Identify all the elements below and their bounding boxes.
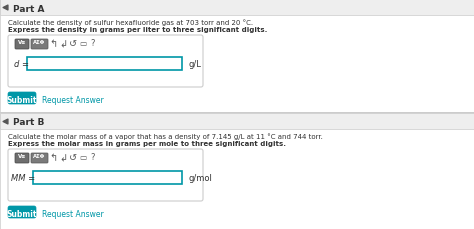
Point bbox=[2, 6, 9, 10]
Text: Part B: Part B bbox=[13, 117, 45, 126]
Bar bbox=[0, 0, 474, 112]
Text: ▭: ▭ bbox=[79, 39, 87, 48]
Text: Calculate the molar mass of a vapor that has a density of 7.145 g/L at 11 °C and: Calculate the molar mass of a vapor that… bbox=[8, 132, 323, 139]
FancyBboxPatch shape bbox=[8, 149, 203, 201]
Text: Part A: Part A bbox=[13, 5, 45, 14]
Text: Express the density in grams per liter to three significant digits.: Express the density in grams per liter t… bbox=[8, 27, 267, 33]
Text: ↲: ↲ bbox=[59, 152, 67, 162]
FancyBboxPatch shape bbox=[31, 40, 48, 50]
Bar bbox=[0, 114, 474, 229]
Bar bbox=[33, 171, 182, 184]
Text: ↺: ↺ bbox=[69, 152, 77, 162]
Text: Vα: Vα bbox=[18, 154, 26, 159]
Text: MM =: MM = bbox=[11, 173, 35, 182]
Bar bbox=[0, 114, 474, 129]
Text: Vα: Vα bbox=[18, 40, 26, 45]
Text: g/mol: g/mol bbox=[189, 173, 213, 182]
FancyBboxPatch shape bbox=[8, 206, 36, 218]
FancyBboxPatch shape bbox=[15, 40, 29, 50]
Bar bbox=[27, 58, 182, 71]
Text: Express the molar mass in grams per mole to three significant digits.: Express the molar mass in grams per mole… bbox=[8, 140, 286, 146]
Text: Request Answer: Request Answer bbox=[42, 95, 104, 105]
Text: ▭: ▭ bbox=[79, 153, 87, 162]
Text: ?: ? bbox=[91, 39, 95, 48]
Point bbox=[2, 120, 9, 123]
Bar bbox=[0, 112, 474, 114]
Text: g/L: g/L bbox=[189, 60, 202, 69]
Text: ↲: ↲ bbox=[59, 39, 67, 49]
Text: ↰: ↰ bbox=[49, 39, 57, 49]
FancyBboxPatch shape bbox=[8, 36, 203, 88]
Text: Request Answer: Request Answer bbox=[42, 209, 104, 218]
Text: ΑΣΦ: ΑΣΦ bbox=[33, 40, 46, 45]
Text: ?: ? bbox=[91, 153, 95, 162]
FancyBboxPatch shape bbox=[15, 153, 29, 163]
Bar bbox=[0, 0, 474, 16]
FancyBboxPatch shape bbox=[31, 153, 48, 163]
Text: Submit: Submit bbox=[7, 209, 37, 218]
FancyBboxPatch shape bbox=[8, 93, 36, 105]
Text: ΑΣΦ: ΑΣΦ bbox=[33, 154, 46, 159]
Text: Calculate the density of sulfur hexafluoride gas at 703 torr and 20 °C.: Calculate the density of sulfur hexafluo… bbox=[8, 19, 253, 26]
Text: ↺: ↺ bbox=[69, 39, 77, 49]
Text: d =: d = bbox=[14, 60, 29, 69]
Text: Submit: Submit bbox=[7, 95, 37, 105]
Text: ↰: ↰ bbox=[49, 152, 57, 162]
